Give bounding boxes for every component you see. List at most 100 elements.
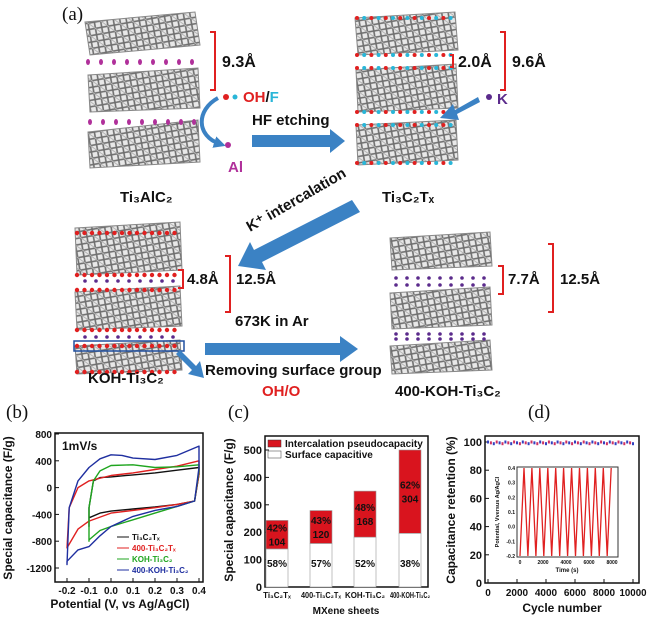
termination-atom: [441, 16, 446, 20]
k-atom: [460, 276, 464, 280]
oxygen-atom: [157, 272, 162, 278]
al-atom: [177, 59, 181, 65]
d-spacing-400-gap: 7.7Å: [508, 271, 540, 288]
termination-atom: [427, 16, 431, 20]
y-tick-label: 100: [244, 555, 262, 567]
oxygen-atom: [157, 343, 162, 349]
al-atom: [140, 119, 144, 125]
oxygen-atom: [149, 230, 155, 236]
y-axis-label: Capacitance retention (%): [444, 436, 458, 583]
al-atom: [86, 59, 90, 65]
retention-point: [521, 440, 524, 444]
retention-point: [556, 440, 559, 444]
oxygen-atom: [134, 272, 140, 278]
oxygen-atom: [164, 369, 170, 375]
retention-point: [559, 441, 562, 445]
oxygen-atom: [127, 272, 132, 278]
hf-etching-arrow: [252, 129, 345, 153]
gcd-curve: [519, 467, 612, 557]
termination-atom: [355, 53, 359, 57]
retention-point: [553, 442, 556, 446]
pseudo-percent-label: 42%: [267, 524, 287, 535]
oxygen-atom: [172, 327, 177, 333]
k-atom: [83, 279, 87, 283]
retention-point: [632, 442, 634, 446]
pseudo-value-label: 304: [402, 495, 419, 506]
al-atom: [114, 119, 118, 125]
pseudo-percent-label: 43%: [311, 516, 331, 527]
k-atom: [482, 283, 486, 287]
termination-atom: [427, 123, 431, 127]
oxygen-atom: [82, 369, 87, 375]
inset-y-tick-label: 0.1: [508, 510, 515, 516]
oxygen-atom: [89, 343, 95, 349]
al-atom: [112, 59, 116, 65]
termination-atom: [362, 123, 367, 127]
k-atom: [105, 335, 109, 339]
retention-point: [507, 441, 510, 445]
retention-point: [600, 440, 603, 444]
y-tick-label: 400: [244, 472, 262, 484]
oxygen-atom: [112, 230, 117, 236]
oxygen-atom: [157, 369, 162, 375]
spacing-bracket: [548, 243, 554, 313]
x-tick-label: 2000: [506, 588, 529, 599]
pseudo-value-label: 120: [313, 530, 330, 541]
termination-atom: [419, 123, 424, 127]
termination-atom: [369, 110, 374, 114]
x-category-label: Ti₃C₂Tₓ: [263, 591, 291, 600]
inset-x-tick-label: 6000: [583, 560, 594, 566]
oxygen-atom: [104, 327, 110, 333]
retention-point: [608, 440, 611, 444]
termination-atom: [434, 123, 439, 127]
d-spacing-ti3c2tx-gap: 2.0Å: [458, 52, 492, 71]
legend-entry: KOH-Ti₃C₂: [132, 555, 173, 564]
ti3alc2-label: Ti₃AlC₂: [120, 189, 173, 206]
oxygen-atom: [134, 327, 140, 333]
retention-point: [539, 440, 542, 444]
oxygen-atom: [119, 287, 125, 293]
k-atom: [416, 276, 420, 280]
retention-point: [603, 441, 605, 445]
retention-point: [562, 442, 565, 446]
termination-atom: [362, 16, 367, 20]
y-tick-label: 300: [244, 500, 262, 512]
termination-atom: [369, 161, 374, 165]
slash-text: /: [266, 89, 271, 106]
koh-ti3c2-label: KOH-Ti₃C₂: [88, 370, 164, 387]
k-atom: [427, 276, 431, 280]
mxene-slab: [74, 285, 183, 331]
x-tick-label: 0.3: [170, 586, 184, 597]
x-tick-label: 4000: [535, 588, 558, 599]
k-atom: [94, 335, 98, 339]
al-atom: [192, 119, 196, 125]
retention-point: [498, 441, 501, 445]
ti3alc2-structure: [84, 11, 201, 169]
termination-atom: [355, 161, 359, 165]
oxygen-atom: [74, 343, 80, 349]
retention-point: [588, 442, 591, 446]
surface-percent-label: 58%: [267, 559, 287, 570]
oxygen-atom: [134, 343, 140, 349]
oh-o-label: OH/O: [262, 383, 301, 400]
oxygen-atom: [164, 287, 170, 293]
oxygen-atom: [157, 327, 162, 333]
removing-arrow: [176, 350, 204, 378]
spacing-bracket: [498, 265, 504, 295]
termination-atom: [355, 110, 359, 114]
k-atom: [405, 337, 409, 341]
spacing-bracket: [225, 255, 231, 313]
oxygen-atom: [97, 230, 102, 236]
oxygen-atom: [134, 287, 140, 293]
termination-atom: [391, 16, 395, 20]
termination-atom: [398, 110, 403, 114]
legend-entry: 400-KOH-Ti₃C₂: [132, 566, 189, 575]
al-atom: [153, 119, 157, 125]
al-atom: [125, 59, 129, 65]
al-atom: [101, 119, 105, 125]
k-atom: [460, 332, 464, 336]
panel-b: (b) 1mV/s 800 400 0 -400 -800 -1200 -0.2 -0.1 0.…: [1, 402, 206, 611]
termination-atom: [362, 66, 367, 70]
k-atom: [171, 335, 175, 339]
oxygen-atom: [119, 369, 125, 375]
